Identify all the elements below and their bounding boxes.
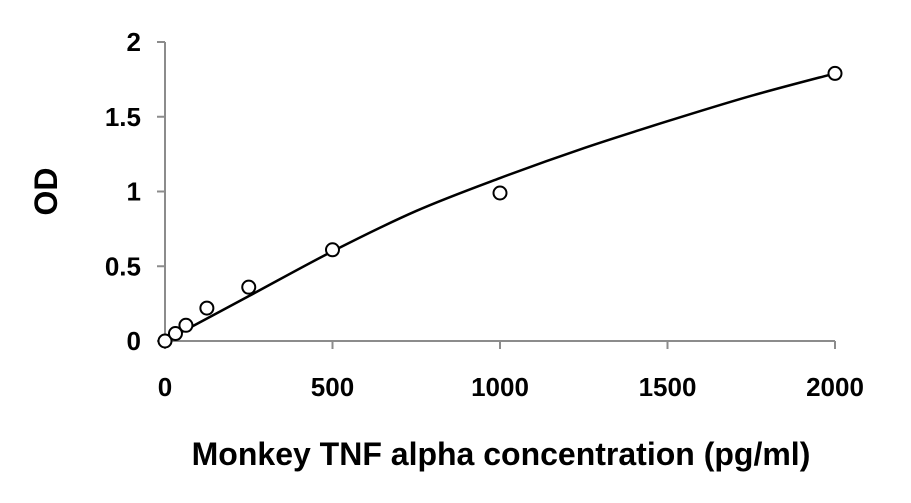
data-point — [827, 65, 843, 81]
y-ticks: 0 0.5 1 1.5 2 — [105, 27, 165, 356]
axes — [157, 42, 835, 349]
x-tick-label: 2000 — [806, 372, 864, 402]
y-tick-label: 1 — [127, 177, 141, 207]
data-points — [157, 65, 843, 349]
x-tick-label: 0 — [158, 372, 172, 402]
data-point — [199, 300, 215, 316]
x-tick-label: 1000 — [471, 372, 529, 402]
y-tick-label: 1.5 — [105, 102, 141, 132]
y-tick-label: 2 — [127, 27, 141, 57]
data-point — [325, 242, 340, 258]
data-point — [157, 333, 173, 349]
data-point — [178, 317, 194, 333]
y-tick-label: 0.5 — [105, 251, 141, 281]
x-ticks: 0 500 1000 1500 2000 — [158, 341, 864, 402]
data-point — [241, 279, 257, 295]
x-axis-title: Monkey TNF alpha concentration (pg/ml) — [192, 436, 811, 472]
fit-curve — [164, 72, 836, 343]
x-tick-label: 1500 — [639, 372, 697, 402]
y-tick-label: 0 — [127, 326, 141, 356]
data-point — [492, 185, 508, 201]
x-tick-label: 500 — [311, 372, 354, 402]
y-axis-title: OD — [28, 168, 64, 216]
data-point — [167, 326, 183, 342]
